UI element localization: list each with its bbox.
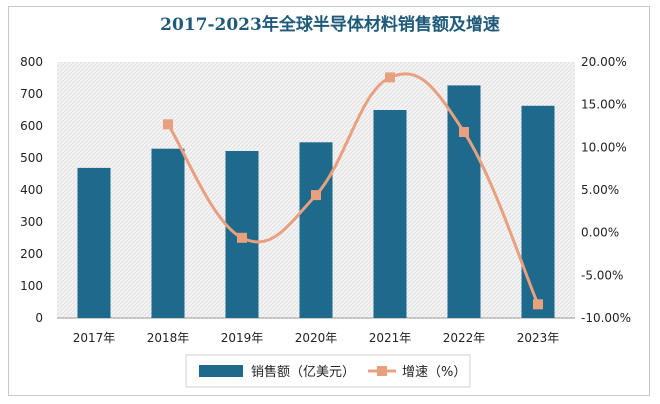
legend-line-label: 增速（%） [402,365,466,380]
x-tick-label: 2020年 [295,331,338,345]
y-right-tick-label: 0.00% [581,226,619,240]
growth-line [166,72,540,305]
bar-6 [521,105,555,318]
growth-point-5 [459,127,469,137]
y-right-tick-label: 15.00% [581,98,627,112]
y-left-tick-label: 400 [20,183,43,197]
y-left-tick-label: 700 [20,87,43,101]
y-left-tick-label: 600 [20,119,43,133]
y-left-tick-label: 200 [20,247,43,261]
x-tick-label: 2019年 [221,331,264,345]
bar-5 [447,85,481,319]
bar-3 [299,142,333,318]
x-tick-label: 2023年 [517,331,560,345]
legend-bar-label: 销售额（亿美元） [251,364,355,380]
x-tick-label: 2022年 [443,331,486,345]
y-left-tick-label: 300 [20,215,43,229]
bar-0 [77,167,111,318]
x-tick-label: 2017年 [73,331,116,345]
y-left-tick-label: 500 [20,151,43,165]
y-right-tick-label: 5.00% [581,183,619,197]
y-right-tick-label: 20.00% [581,55,627,69]
y-left-tick-label: 0 [35,311,43,325]
legend-line-marker [377,366,387,376]
y-right-tick-label: -5.00% [581,268,623,282]
legend-bar-swatch [199,365,243,377]
growth-point-6 [533,299,543,310]
bar-1 [151,148,185,318]
chart-title: 2017-2023年全球半导体材料销售额及增速 [160,15,500,35]
growth-point-1 [163,119,173,130]
y-right-tick-label: 10.00% [581,140,627,154]
x-tick-label: 2021年 [369,331,412,345]
growth-point-4 [385,72,395,83]
y-left-tick-label: 100 [20,279,43,293]
growth-point-3 [311,190,321,201]
growth-point-2 [237,232,247,243]
x-tick-label: 2018年 [147,331,190,345]
y-left-tick-label: 800 [20,55,43,69]
y-right-tick-label: -10.00% [581,311,631,325]
bar-4 [373,110,407,318]
